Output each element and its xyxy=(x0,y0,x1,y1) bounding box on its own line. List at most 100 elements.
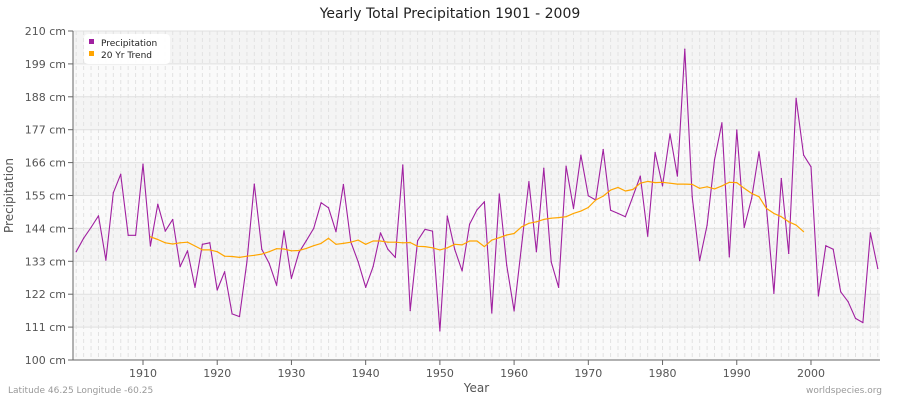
data-point xyxy=(513,232,515,235)
data-point xyxy=(669,133,671,135)
data-point xyxy=(194,286,196,288)
data-point xyxy=(691,183,693,186)
x-tick-label: 2000 xyxy=(797,367,825,380)
data-point xyxy=(788,221,790,223)
data-point xyxy=(186,250,189,252)
data-point xyxy=(320,242,322,244)
data-point xyxy=(795,224,797,226)
data-point xyxy=(713,188,716,190)
data-point xyxy=(283,248,285,250)
data-point xyxy=(313,227,315,229)
data-point xyxy=(327,237,330,239)
data-point xyxy=(446,215,448,217)
data-point xyxy=(802,231,805,233)
data-point xyxy=(209,242,211,244)
data-point xyxy=(357,239,359,241)
data-point xyxy=(602,195,604,197)
data-point xyxy=(587,195,589,197)
data-point xyxy=(164,230,166,232)
data-point xyxy=(535,251,537,253)
data-point xyxy=(120,173,122,175)
data-point xyxy=(728,256,730,258)
data-point xyxy=(179,242,181,244)
data-point xyxy=(520,245,523,247)
data-point xyxy=(246,261,248,263)
data-point xyxy=(417,240,419,242)
data-point xyxy=(632,188,634,191)
data-point xyxy=(528,181,530,183)
data-point xyxy=(454,248,456,250)
data-point xyxy=(157,238,159,241)
data-point xyxy=(105,259,107,261)
data-point xyxy=(780,216,782,218)
data-point xyxy=(520,226,523,228)
data-point xyxy=(602,148,604,151)
x-tick-label: 1950 xyxy=(426,367,454,380)
data-point xyxy=(647,180,649,183)
data-point xyxy=(424,246,426,248)
x-tick-label: 1960 xyxy=(500,367,528,380)
data-point xyxy=(736,182,738,184)
data-point xyxy=(253,183,255,185)
data-point xyxy=(97,215,100,217)
data-point xyxy=(802,154,805,156)
data-point xyxy=(342,242,344,244)
data-point xyxy=(498,193,500,195)
data-point xyxy=(706,224,708,226)
data-point xyxy=(780,177,782,180)
data-point xyxy=(424,228,426,230)
data-point xyxy=(550,217,552,219)
data-point xyxy=(231,313,233,315)
data-point xyxy=(558,286,560,288)
data-point xyxy=(90,226,92,229)
data-point xyxy=(483,201,486,203)
data-point xyxy=(565,165,567,167)
data-point xyxy=(699,260,701,262)
data-point xyxy=(201,249,203,251)
data-point xyxy=(313,245,315,247)
y-tick-label: 133 cm xyxy=(25,255,66,268)
data-point xyxy=(357,261,359,263)
data-point xyxy=(394,256,396,259)
data-point xyxy=(387,241,389,243)
x-tick-label: 1930 xyxy=(277,367,305,380)
data-point xyxy=(758,151,760,153)
x-tick-label: 1990 xyxy=(723,367,751,380)
data-point xyxy=(446,247,448,249)
legend-swatch xyxy=(89,39,94,44)
data-point xyxy=(365,286,367,288)
legend-box xyxy=(84,34,170,64)
data-point xyxy=(186,241,189,243)
data-point xyxy=(164,242,166,244)
chart-title: Yearly Total Precipitation 1901 - 2009 xyxy=(319,6,581,22)
data-point xyxy=(691,196,693,198)
data-point xyxy=(765,207,768,209)
data-point xyxy=(387,248,389,250)
data-point xyxy=(468,240,471,242)
y-tick-label: 199 cm xyxy=(25,58,66,71)
data-point xyxy=(676,175,678,177)
data-point xyxy=(580,210,582,212)
x-tick-label: 1910 xyxy=(129,367,157,380)
y-tick-label: 210 cm xyxy=(25,25,66,38)
data-point xyxy=(224,271,226,273)
data-point xyxy=(409,241,411,244)
data-point xyxy=(83,237,85,239)
data-point xyxy=(736,129,738,131)
legend-label: Precipitation xyxy=(101,39,157,49)
data-point xyxy=(172,218,174,221)
data-point xyxy=(476,209,478,211)
data-point xyxy=(439,249,441,251)
x-tick-label: 1940 xyxy=(352,367,380,380)
data-point xyxy=(624,216,627,218)
data-point xyxy=(365,243,367,245)
data-point xyxy=(810,166,812,168)
y-tick-label: 100 cm xyxy=(25,354,66,367)
y-tick-label: 111 cm xyxy=(25,321,66,334)
y-tick-label: 122 cm xyxy=(25,288,66,301)
data-point xyxy=(854,317,857,320)
data-point xyxy=(587,206,589,209)
data-point xyxy=(840,291,842,293)
data-point xyxy=(728,181,730,183)
